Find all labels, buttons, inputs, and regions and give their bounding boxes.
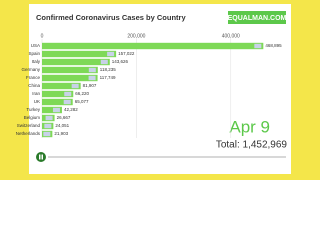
x-tick-label: 400,000 <box>222 33 240 39</box>
y-tick-label: USA <box>31 43 40 48</box>
flag <box>52 107 60 113</box>
brand-box <box>228 11 286 24</box>
y-tick-label: UK <box>34 99 40 104</box>
date-label: Apr 9 <box>229 117 270 136</box>
play-button[interactable] <box>36 152 46 162</box>
flag <box>88 67 96 73</box>
y-tick-label: Netherlands <box>16 131 41 136</box>
flag <box>100 59 108 65</box>
pause-icon <box>39 154 41 160</box>
y-tick-label: Switzerland <box>17 123 41 128</box>
value-label: 21,903 <box>54 131 68 136</box>
y-tick-label: Spain <box>28 51 40 56</box>
flag <box>43 131 51 137</box>
value-label: 143,626 <box>112 59 129 64</box>
flag <box>71 83 79 89</box>
flag <box>63 99 71 105</box>
value-label: 66,220 <box>75 91 89 96</box>
x-tick-label: 0 <box>41 33 44 39</box>
value-label: 24,051 <box>55 123 69 128</box>
bar <box>42 50 117 58</box>
bar <box>42 90 74 98</box>
flag <box>107 51 115 57</box>
total-label: Total: 1,452,969 <box>216 140 288 151</box>
y-tick-label: Iran <box>32 91 40 96</box>
y-tick-label: Belgium <box>24 115 41 120</box>
flag <box>254 43 262 49</box>
flag <box>44 123 52 129</box>
flag <box>64 91 72 97</box>
y-tick-label: Italy <box>32 59 41 64</box>
y-tick-label: France <box>26 75 41 80</box>
bar <box>42 98 73 106</box>
value-label: 468,895 <box>265 43 282 48</box>
value-label: 157,022 <box>118 51 135 56</box>
bar <box>42 106 62 114</box>
bar <box>42 58 110 66</box>
y-tick-label: China <box>28 83 40 88</box>
chart: Confirmed Coronavirus Cases by Country E… <box>0 0 320 180</box>
value-label: 81,907 <box>83 83 97 88</box>
bar <box>42 42 264 50</box>
x-tick-label: 200,000 <box>127 33 145 39</box>
value-label: 118,235 <box>100 67 116 72</box>
value-label: 117,749 <box>100 75 116 80</box>
y-tick-label: Turkey <box>26 107 40 112</box>
y-tick-label: Germany <box>21 67 40 72</box>
flag <box>45 115 53 121</box>
value-label: 26,667 <box>57 115 71 120</box>
bar <box>42 66 98 74</box>
bar <box>42 82 81 90</box>
bar <box>42 74 98 82</box>
brand: EQUALMAN.COM <box>228 15 287 22</box>
value-label: 42,282 <box>64 107 78 112</box>
value-label: 65,077 <box>75 99 89 104</box>
flag <box>88 75 96 81</box>
pause-icon <box>41 154 43 160</box>
chart-title: Confirmed Coronavirus Cases by Country <box>36 13 186 22</box>
